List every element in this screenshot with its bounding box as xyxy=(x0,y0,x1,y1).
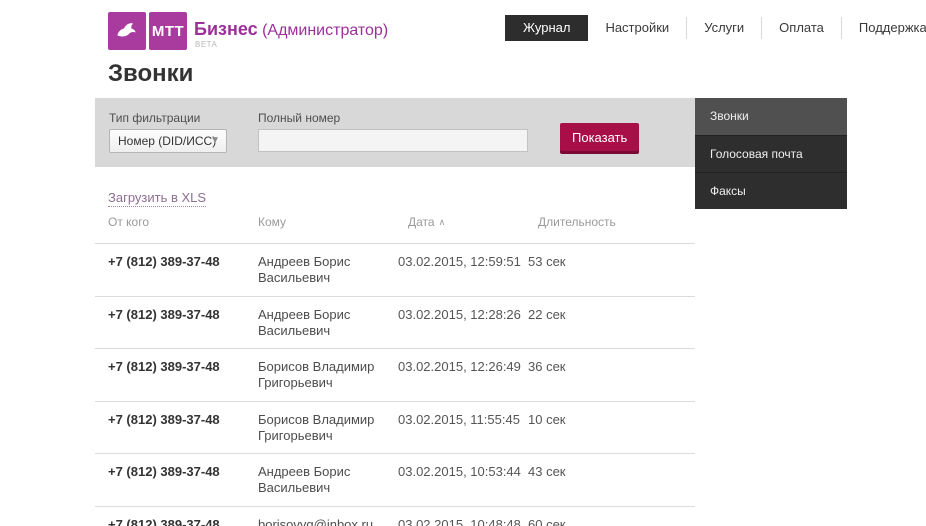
logo-text: MTT xyxy=(151,22,185,40)
call-duration: 53 сек xyxy=(528,254,566,269)
call-from: +7 (812) 389-37-48 xyxy=(108,411,220,427)
call-date: 03.02.2015, 11:55:45 xyxy=(398,411,520,427)
call-from: +7 (812) 389-37-48 xyxy=(108,359,220,374)
filter-type-select[interactable]: Номер (DID/ИСС) ▼ xyxy=(109,129,227,153)
filter-type-value: Номер (DID/ИСС) xyxy=(118,134,217,148)
sidebar-item-calls[interactable]: Звонки xyxy=(695,98,847,135)
call-date: 03.02.2015, 10:48:48 xyxy=(398,516,521,526)
page-title: Звонки xyxy=(108,60,194,87)
call-from: +7 (812) 389-37-48 xyxy=(108,464,220,479)
brand-product: Бизнес xyxy=(194,19,258,39)
table-row: +7 (812) 389-37-48 Андреев Борис Василье… xyxy=(95,453,695,506)
call-duration: 43 сек xyxy=(528,464,566,479)
table-row: +7 (812) 389-37-48 Андреев Борис Василье… xyxy=(95,295,695,349)
nav-divider xyxy=(686,17,688,39)
tab-journal[interactable]: Журнал xyxy=(505,15,589,41)
call-duration: 22 сек xyxy=(528,306,566,322)
filter-bar: Тип фильтрации Номер (DID/ИСС) ▼ Полный … xyxy=(95,98,695,167)
col-header-from: От кого xyxy=(108,215,150,229)
table-row: +7 (812) 389-37-48 Борисов Владимир Григ… xyxy=(95,400,695,454)
download-xls-link[interactable]: Загрузить в XLS xyxy=(108,190,207,207)
call-from: +7 (812) 389-37-48 xyxy=(108,254,220,269)
filter-type-label: Тип фильтрации xyxy=(109,111,201,125)
table-header: От кого Кому Дата ∧ Длительность xyxy=(95,215,695,243)
tab-support[interactable]: Поддержка xyxy=(858,20,926,35)
chevron-down-icon: ▼ xyxy=(210,135,220,146)
show-button[interactable]: Показать xyxy=(560,123,640,151)
brand-logo[interactable]: MTT Бизнес (Администратор) BETA xyxy=(108,12,388,50)
call-to: Борисов Владимир Григорьевич xyxy=(258,411,375,443)
call-date: 03.02.2015, 12:28:26 xyxy=(398,306,521,322)
col-header-duration: Длительность xyxy=(538,215,616,229)
full-number-label: Полный номер xyxy=(258,111,341,125)
nav-divider xyxy=(761,17,763,39)
call-to: borisovvg@inbox.ru xyxy=(258,516,374,526)
brand-role: (Администратор) xyxy=(262,22,389,39)
col-header-date[interactable]: Дата ∧ xyxy=(408,215,446,229)
call-date: 03.02.2015, 12:59:51 xyxy=(398,254,521,269)
table-row: +7 (812) 389-37-48 Андреев Борис Василье… xyxy=(95,243,695,296)
call-to: Андреев Борис Васильевич xyxy=(258,464,351,496)
call-from: +7 (812) 389-37-48 xyxy=(108,516,220,526)
call-duration: 60 сек xyxy=(528,516,566,526)
call-date: 03.02.2015, 12:26:49 xyxy=(398,359,521,374)
journal-sidebar: Звонки Голосовая почта Факсы xyxy=(695,98,847,209)
call-to: Андреев Борис Васильевич xyxy=(258,306,351,338)
calls-table: От кого Кому Дата ∧ Длительность +7 (812)… xyxy=(95,215,695,526)
brand-title: Бизнес (Администратор) BETA xyxy=(194,19,389,49)
top-nav: Журнал Настройки Услуги Оплата Поддержка xyxy=(505,15,926,41)
call-date: 03.02.2015, 10:53:44 xyxy=(398,464,521,479)
call-to: Борисов Владимир Григорьевич xyxy=(258,359,375,391)
sort-asc-icon: ∧ xyxy=(438,217,446,227)
col-header-to: Кому xyxy=(258,215,287,229)
bird-logo-icon xyxy=(108,12,146,50)
call-to: Андреев Борис Васильевич xyxy=(258,254,351,286)
call-from: +7 (812) 389-37-48 xyxy=(108,306,220,322)
call-duration: 10 сек xyxy=(528,411,566,427)
table-row: +7 (812) 389-37-48 Борисов Владимир Григ… xyxy=(95,348,695,401)
beta-badge: BETA xyxy=(195,40,218,49)
nav-divider xyxy=(840,17,842,39)
mtt-logo: MTT xyxy=(149,12,187,50)
sidebar-item-voicemail[interactable]: Голосовая почта xyxy=(695,135,847,172)
table-row: +7 (812) 389-37-48 borisovvg@inbox.ru 03… xyxy=(95,505,695,526)
call-duration: 36 сек xyxy=(528,359,566,374)
tab-payment[interactable]: Оплата xyxy=(779,20,824,35)
full-number-input[interactable] xyxy=(258,129,528,152)
sidebar-item-faxes[interactable]: Факсы xyxy=(695,172,847,209)
tab-services[interactable]: Услуги xyxy=(704,20,745,35)
tab-settings[interactable]: Настройки xyxy=(605,20,670,35)
